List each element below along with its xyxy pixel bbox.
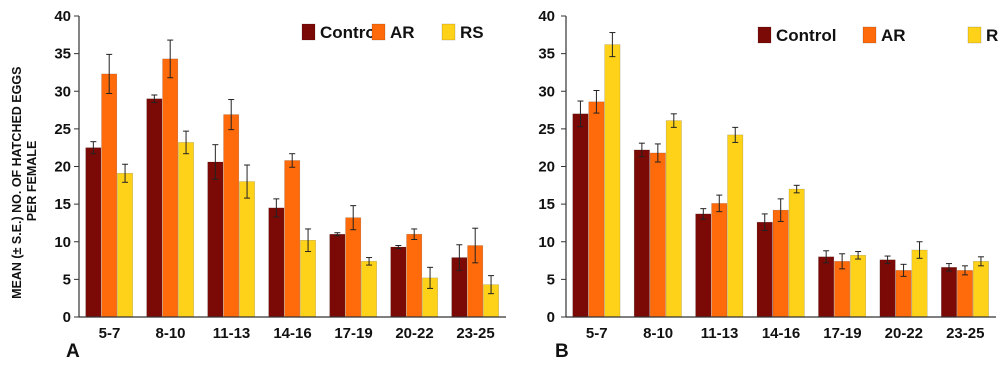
bar-control (146, 98, 163, 318)
bar-rs (665, 120, 682, 318)
y-tick-label: 25 (54, 121, 71, 138)
x-tick-label: 5-7 (586, 325, 608, 342)
chart-panel-b: 0 5 10 15 20 25 30 35 40 5-7 8-10 11-13 14-16 17-19 20… (538, 8, 998, 362)
bar-control (85, 147, 102, 318)
bar-ar (895, 270, 912, 318)
bar-rs (239, 181, 255, 318)
bar-ar (406, 233, 423, 318)
chart-panel-a: 0 5 10 15 20 25 30 35 40 5-7 8-10 11-13 14-16 17-19 20… (54, 8, 506, 362)
y-tick-label: 0 (63, 309, 71, 326)
legend-swatch-rs (967, 26, 982, 44)
bar-rs (178, 142, 194, 318)
legend-swatch-ar (862, 26, 877, 44)
bar-control (329, 233, 346, 318)
bar-ar (772, 209, 789, 318)
panel-label: A (66, 341, 80, 362)
bar-ar (284, 160, 301, 318)
y-axis-label-line-2: PER FEMALE (25, 141, 39, 222)
bar-rs (911, 249, 928, 318)
bar-ar (834, 261, 851, 318)
x-tick-label: 17-19 (334, 325, 372, 342)
bar-ar (223, 114, 240, 318)
y-tick-label: 25 (538, 121, 555, 138)
y-tick-label: 35 (54, 46, 71, 63)
bar-rs (973, 261, 989, 318)
y-tick-label: 20 (538, 159, 555, 176)
bar-control (268, 207, 285, 318)
bar-rs (117, 173, 133, 318)
bar-control (633, 149, 650, 318)
x-tick-label: 8-10 (155, 325, 185, 342)
legend-label-control: Control (320, 23, 380, 42)
y-tick-label: 10 (538, 234, 555, 251)
x-tick-label: 14-16 (273, 325, 311, 342)
legend-swatch-ar (371, 23, 386, 41)
y-axis-label-line-1: MEAN (± S.E.) NO. OF HATCHED EGGS (10, 67, 24, 299)
x-tick-label: 20-22 (885, 325, 923, 342)
x-tick-label: 5-7 (99, 325, 121, 342)
bar-rs (604, 44, 621, 318)
y-tick-label: 10 (54, 234, 71, 251)
legend-label-rs: RS (460, 23, 484, 42)
bar-ar (345, 217, 362, 318)
bar-control (207, 161, 224, 318)
y-tick-label: 5 (63, 271, 71, 288)
bar-rs (850, 255, 867, 318)
legend-swatch-rs (441, 23, 456, 41)
bar-ar (649, 152, 666, 318)
legend-label-ar: AR (881, 26, 906, 45)
bar-control (941, 267, 957, 318)
bar-rs (361, 261, 377, 318)
y-tick-label: 5 (547, 271, 555, 288)
bar-rs (727, 134, 744, 318)
x-tick-label: 8-10 (643, 325, 673, 342)
bar-control (818, 256, 835, 318)
x-tick-label: 11-13 (701, 325, 739, 342)
y-tick-label: 0 (547, 309, 555, 326)
bar-ar (162, 58, 179, 318)
bar-ar (101, 73, 118, 318)
legend-swatch-control (757, 26, 772, 44)
panel-label: B (555, 341, 569, 362)
bar-ar (711, 203, 728, 318)
y-tick-label: 30 (538, 83, 555, 100)
bar-control (695, 213, 712, 318)
legend-label-rs: RS (986, 26, 998, 45)
x-tick-label: 23-25 (456, 325, 494, 342)
bar-control (390, 246, 407, 318)
y-axis-label: MEAN (± S.E.) NO. OF HATCHED EGGS PER FE… (10, 63, 39, 299)
legend-label-ar: AR (390, 23, 415, 42)
x-tick-label: 11-13 (213, 325, 251, 342)
y-tick-label: 20 (54, 159, 71, 176)
bar-control (572, 113, 589, 318)
y-tick-label: 15 (54, 196, 71, 213)
bar-control (879, 259, 896, 318)
y-tick-label: 40 (538, 8, 555, 25)
legend-label-control: Control (776, 26, 836, 45)
bar-ar (588, 101, 605, 318)
bar-control (756, 221, 773, 318)
legend-swatch-control (301, 23, 316, 41)
x-tick-label: 20-22 (395, 325, 433, 342)
bar-ar (957, 270, 973, 318)
x-tick-label: 14-16 (762, 325, 800, 342)
y-tick-label: 15 (538, 196, 555, 213)
bar-rs (788, 188, 805, 318)
y-tick-label: 30 (54, 83, 71, 100)
y-tick-label: 40 (54, 8, 71, 25)
x-tick-label: 17-19 (823, 325, 861, 342)
x-tick-label: 23-25 (946, 325, 984, 342)
y-tick-label: 35 (538, 46, 555, 63)
